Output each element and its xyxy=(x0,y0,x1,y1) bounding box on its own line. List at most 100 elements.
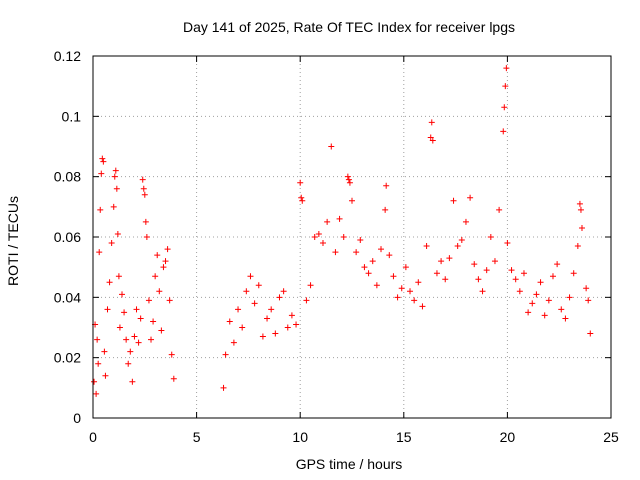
roti-point xyxy=(549,273,556,280)
roti-point xyxy=(365,270,372,277)
roti-point xyxy=(541,312,548,319)
roti-point xyxy=(423,243,430,250)
roti-point xyxy=(390,273,397,280)
roti-point xyxy=(336,215,343,222)
roti-point xyxy=(97,206,104,213)
roti-point xyxy=(378,246,385,253)
roti-point xyxy=(222,351,229,358)
roti-point xyxy=(438,258,445,265)
roti-point xyxy=(220,384,227,391)
x-axis-label: GPS time / hours xyxy=(296,456,403,472)
roti-point xyxy=(95,360,102,367)
roti-point xyxy=(239,324,246,331)
roti-point xyxy=(114,230,121,237)
roti-point xyxy=(357,237,364,244)
roti-point xyxy=(121,309,128,316)
roti-point xyxy=(520,270,527,277)
roti-point xyxy=(382,206,389,213)
roti-point xyxy=(129,378,136,385)
roti-point xyxy=(131,333,138,340)
roti-point xyxy=(562,315,569,322)
roti-point xyxy=(450,197,457,204)
roti-point xyxy=(280,288,287,295)
roti-point xyxy=(140,185,147,192)
roti-point xyxy=(462,218,469,225)
roti-point xyxy=(349,197,355,204)
roti-point xyxy=(361,264,368,271)
roti-point xyxy=(516,288,523,295)
roti-point xyxy=(529,300,536,307)
y-tick-label: 0.06 xyxy=(54,229,81,245)
x-tick-label: 20 xyxy=(500,429,516,445)
roti-point xyxy=(119,291,126,298)
roti-point xyxy=(148,336,155,343)
roti-point xyxy=(115,273,122,280)
roti-point xyxy=(504,240,511,247)
roti-point xyxy=(259,333,266,340)
roti-point xyxy=(496,206,503,213)
roti-point xyxy=(394,294,401,301)
roti-point xyxy=(537,279,544,286)
roti-point xyxy=(311,234,318,240)
roti-point xyxy=(255,282,262,289)
roti-point xyxy=(96,249,103,256)
y-tick-label: 0 xyxy=(73,410,81,426)
roti-point xyxy=(162,258,169,265)
roti-point xyxy=(373,282,380,289)
roti-point xyxy=(471,261,478,268)
roti-point xyxy=(272,330,279,337)
roti-point xyxy=(585,297,592,304)
roti-point xyxy=(446,255,453,262)
roti-point xyxy=(150,318,157,325)
roti-point xyxy=(98,170,105,177)
roti-point xyxy=(429,137,436,144)
roti-point xyxy=(415,279,422,286)
roti-point xyxy=(264,315,271,322)
roti-point xyxy=(442,276,449,283)
roti-point xyxy=(99,155,106,162)
roti-point xyxy=(340,234,347,240)
roti-point xyxy=(578,224,585,231)
axis-ticks: 0 5 10 15 20 25 0 0.02 0.04 0.06 0.08 0.1 0.12 xyxy=(54,48,619,445)
roti-point xyxy=(139,176,146,183)
roti-point xyxy=(491,258,498,265)
roti-point xyxy=(288,312,295,319)
roti-point xyxy=(164,246,171,253)
roti-point xyxy=(112,167,119,174)
roti-point xyxy=(293,321,300,328)
roti-point xyxy=(154,252,161,259)
roti-point xyxy=(268,306,275,313)
data-points xyxy=(91,65,594,397)
roti-point xyxy=(91,378,98,385)
roti-point xyxy=(411,297,418,304)
roti-point xyxy=(113,185,120,192)
roti-point xyxy=(577,206,584,213)
roti-point xyxy=(106,279,113,286)
roti-point xyxy=(141,191,148,198)
roti-point xyxy=(226,318,233,325)
roti-point xyxy=(104,306,111,313)
roti-point xyxy=(127,348,134,355)
roti-point xyxy=(230,339,237,346)
roti-point xyxy=(94,336,101,343)
roti-point xyxy=(170,375,177,382)
roti-point xyxy=(332,249,339,256)
x-tick-label: 25 xyxy=(603,429,619,445)
roti-point xyxy=(587,330,594,337)
roti-point xyxy=(570,270,577,277)
roti-point xyxy=(158,327,165,334)
roti-point xyxy=(142,218,149,225)
roti-point xyxy=(402,264,409,271)
roti-point xyxy=(454,243,461,250)
x-tick-label: 10 xyxy=(292,429,308,445)
roti-point xyxy=(135,339,142,346)
x-tick-label: 5 xyxy=(193,429,201,445)
y-tick-label: 0.12 xyxy=(54,48,81,64)
roti-point xyxy=(428,119,435,126)
roti-point xyxy=(152,273,159,280)
roti-point xyxy=(508,267,515,274)
roti-point xyxy=(284,324,291,331)
roti-point xyxy=(574,243,581,250)
roti-point xyxy=(276,294,283,301)
roti-point xyxy=(247,273,254,280)
